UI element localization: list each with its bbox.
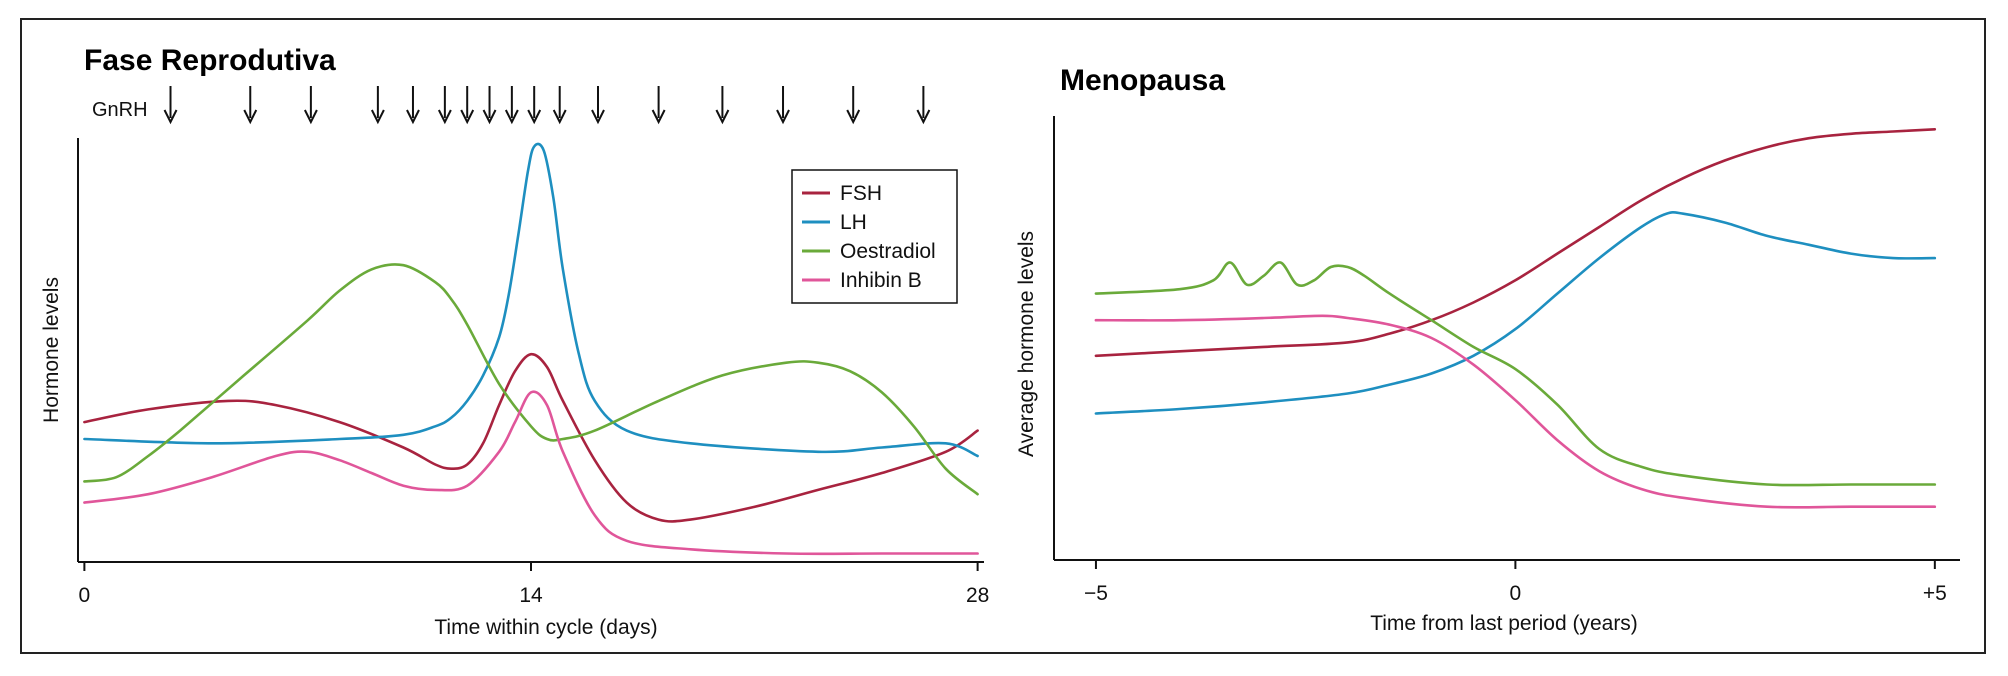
- x-tick-label: +5: [1923, 582, 1947, 605]
- gnrh-pulse-arrow: [846, 86, 861, 125]
- chart-title: Menopausa: [1060, 64, 1225, 97]
- x-axis-label: Time from last period (years): [1370, 612, 1638, 635]
- gnrh-pulse-arrow: [370, 86, 385, 125]
- gnrh-pulse-arrow: [437, 86, 452, 125]
- gnrh-pulse-arrow: [303, 86, 318, 125]
- series-line-lh: [1094, 211, 1937, 415]
- gnrh-pulse-arrow: [163, 86, 178, 125]
- gnrh-pulse-arrow: [651, 86, 666, 125]
- legend: FSH LH Oestradiol Inhibin B: [791, 169, 958, 304]
- y-axis-label: Hormone levels: [40, 277, 63, 423]
- y-axis-label: Average hormone levels: [1015, 231, 1038, 457]
- series-line-oestradiol: [83, 263, 979, 496]
- legend-label-inhibin-b: Inhibin B: [840, 269, 922, 292]
- legend-label-oestradiol: Oestradiol: [840, 240, 936, 263]
- gnrh-pulse-arrow: [591, 86, 605, 125]
- x-axis-label: Time within cycle (days): [434, 616, 657, 639]
- gnrh-pulse-arrow: [916, 86, 931, 125]
- legend-label-fsh: FSH: [840, 182, 882, 205]
- series-line-fsh: [83, 352, 979, 523]
- x-tick-label: −5: [1084, 582, 1108, 605]
- x-tick-label: 0: [1510, 582, 1522, 605]
- gnrh-pulse-arrow: [552, 86, 567, 125]
- x-ticks: 0 14 28: [79, 562, 989, 607]
- gnrh-pulse-arrow: [715, 86, 730, 125]
- gnrh-pulse-arrow: [406, 86, 420, 125]
- x-ticks: −5 0 +5: [1084, 560, 1947, 605]
- x-tick-label: 0: [79, 584, 91, 607]
- series-line-lh: [83, 142, 979, 458]
- gnrh-pulse-arrow: [527, 86, 542, 125]
- series-lines: [83, 142, 979, 556]
- x-tick-label: 28: [966, 584, 989, 607]
- figure-frame: [20, 18, 1986, 654]
- legend-label-lh: LH: [840, 211, 867, 234]
- gnrh-pulse-arrow: [776, 86, 790, 125]
- series-line-fsh: [1094, 128, 1937, 358]
- series-lines: [1094, 128, 1937, 509]
- gnrh-pulse-arrow: [243, 86, 258, 125]
- gnrh-pulses: [163, 86, 931, 125]
- gnrh-pulse-arrow: [482, 86, 497, 125]
- chart-menopause: Menopausa −5 0 +5 Time from last period (y…: [1015, 64, 1960, 635]
- chart-reproductive: Fase Reprodutiva GnRH 0 14 28 Time within …: [40, 44, 989, 639]
- x-tick-label: 14: [519, 584, 543, 607]
- gnrh-pulse-arrow: [460, 86, 475, 125]
- gnrh-label: GnRH: [92, 99, 148, 121]
- series-line-inhibin-b: [1094, 314, 1937, 509]
- chart-title: Fase Reprodutiva: [84, 44, 336, 77]
- gnrh-pulse-arrow: [504, 86, 519, 125]
- series-line-inhibin-b: [83, 390, 979, 556]
- series-line-oestradiol: [1094, 261, 1937, 487]
